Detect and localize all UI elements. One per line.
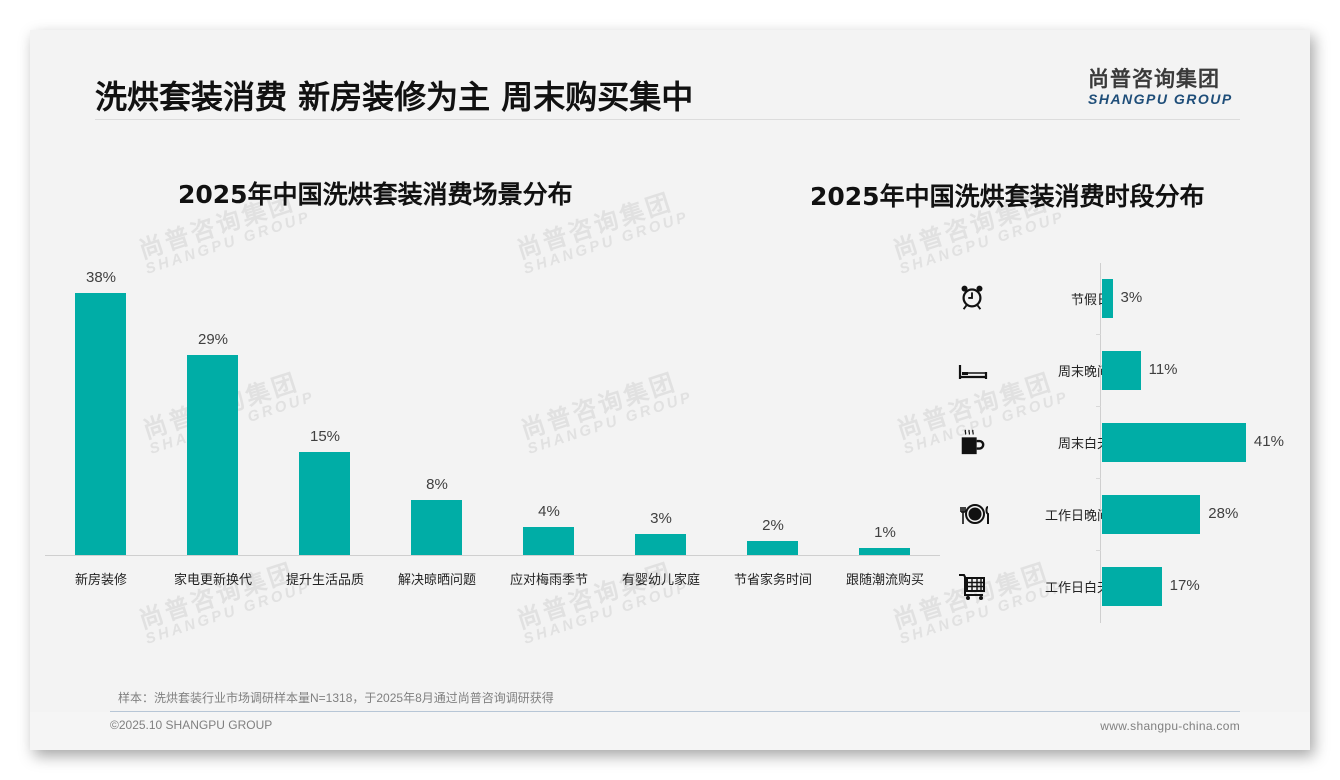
- category-label: 周末白天: [1057, 436, 1110, 451]
- scene-bar-group: 29% 家电更新换代: [157, 30, 269, 630]
- bar: [747, 541, 798, 555]
- bar: [1102, 279, 1113, 318]
- company-logo: 尚普咨询集团 SHANGPU GROUP: [1088, 63, 1238, 107]
- bar-value-label: 28%: [1208, 505, 1239, 522]
- bar-value-label: 11%: [1148, 361, 1178, 378]
- period-chart-title: 2025年中国洗烘套装消费时段分布: [810, 182, 1205, 211]
- scene-bar-group: 3% 有婴幼儿家庭: [605, 30, 717, 630]
- bar-value-label: 3%: [1120, 289, 1143, 306]
- page-title: 洗烘套装消费 新房装修为主 周末购买集中: [95, 78, 694, 116]
- bar: [1102, 567, 1162, 606]
- bar-value-label: 41%: [1253, 433, 1284, 450]
- bar: [411, 499, 462, 555]
- title-divider: [95, 119, 1240, 120]
- bar-value-label: 17%: [1169, 577, 1200, 594]
- sample-note: 样本：洗烘套装行业市场调研样本量N=1318，于2025年8月通过尚普咨询调研获…: [118, 691, 554, 705]
- bar: [75, 292, 126, 555]
- bar-value-label: 8%: [426, 475, 448, 493]
- bar: [1102, 351, 1141, 390]
- website-url[interactable]: www.shangpu-china.com: [1100, 719, 1240, 733]
- scene-bar-group: 2% 节省家务时间: [717, 30, 829, 630]
- scene-chart-title: 2025年中国洗烘套装消费场景分布: [178, 180, 573, 209]
- bar: [523, 527, 574, 555]
- alarm-clock-icon: [958, 283, 988, 313]
- logo-chinese: 尚普咨询集团: [1088, 67, 1220, 91]
- category-label: 周末晚间: [1057, 364, 1110, 379]
- bar-value-label: 15%: [309, 427, 341, 445]
- category-label: 家电更新换代: [173, 572, 252, 587]
- logo-english: SHANGPU GROUP: [1088, 91, 1233, 107]
- bar: [635, 534, 686, 555]
- y-axis-line: [1100, 263, 1101, 623]
- shopping-cart-icon: [958, 571, 988, 601]
- category-label: 工作日白天: [1044, 580, 1110, 595]
- category-label: 有婴幼儿家庭: [621, 572, 700, 587]
- footer-divider: [110, 711, 1240, 712]
- category-label: 新房装修: [74, 572, 127, 587]
- period-bar-row: 工作日晚间 28%: [950, 479, 1290, 551]
- bar-value-label: 4%: [538, 503, 560, 521]
- period-bar-row: 节假日 3%: [950, 263, 1290, 335]
- dinner-plate-icon: [958, 499, 989, 529]
- bar-value-label: 3%: [650, 510, 672, 528]
- axis-tick: [1096, 406, 1101, 407]
- period-bar-row: 工作日白天 17%: [950, 551, 1290, 623]
- bar: [1102, 423, 1246, 462]
- bed-icon: [958, 355, 988, 385]
- category-label: 节假日: [1070, 292, 1110, 307]
- scene-bar-group: 8% 解决晾晒问题: [381, 30, 493, 630]
- bar: [1102, 495, 1201, 534]
- slide: 尚普咨询集团 SHANGPU GROUP 尚普咨询集团 SHANGPU GROUP …: [30, 30, 1310, 750]
- category-label: 节省家务时间: [733, 572, 812, 587]
- category-label: 工作日晚间: [1044, 508, 1110, 523]
- bar: [299, 451, 350, 555]
- category-label: 跟随潮流购买: [845, 572, 924, 587]
- scene-bar-group: 15% 提升生活品质: [269, 30, 381, 630]
- axis-tick: [1096, 550, 1101, 551]
- copyright: ©2025.10 SHANGPU GROUP: [110, 718, 273, 732]
- period-bar-row: 周末白天 41%: [950, 407, 1290, 479]
- axis-tick: [1096, 478, 1101, 479]
- axis-tick: [1096, 334, 1101, 335]
- category-label: 解决晾晒问题: [397, 572, 476, 587]
- bar: [187, 354, 238, 555]
- scene-bar-chart: 38% 新房装修 29% 家电更新换代 15% 提升生活品质 8% 解决晾晒问题 4% 应对梅雨季…: [30, 30, 950, 630]
- bar-value-label: 2%: [762, 517, 784, 535]
- period-bar-row: 周末晚间 11%: [950, 335, 1290, 407]
- bar-value-label: 1%: [874, 524, 896, 542]
- bar: [859, 548, 910, 555]
- footer-band: [30, 712, 1310, 750]
- scene-bar-group: 38% 新房装修: [45, 30, 157, 630]
- category-label: 应对梅雨季节: [509, 572, 588, 587]
- x-axis-line: [45, 555, 940, 556]
- bar-value-label: 29%: [197, 330, 229, 348]
- scene-bar-group: 4% 应对梅雨季节: [493, 30, 605, 630]
- bar-value-label: 38%: [85, 268, 117, 286]
- coffee-cup-icon: [958, 427, 988, 457]
- scene-bar-group: 1% 跟随潮流购买: [829, 30, 941, 630]
- category-label: 提升生活品质: [285, 572, 364, 587]
